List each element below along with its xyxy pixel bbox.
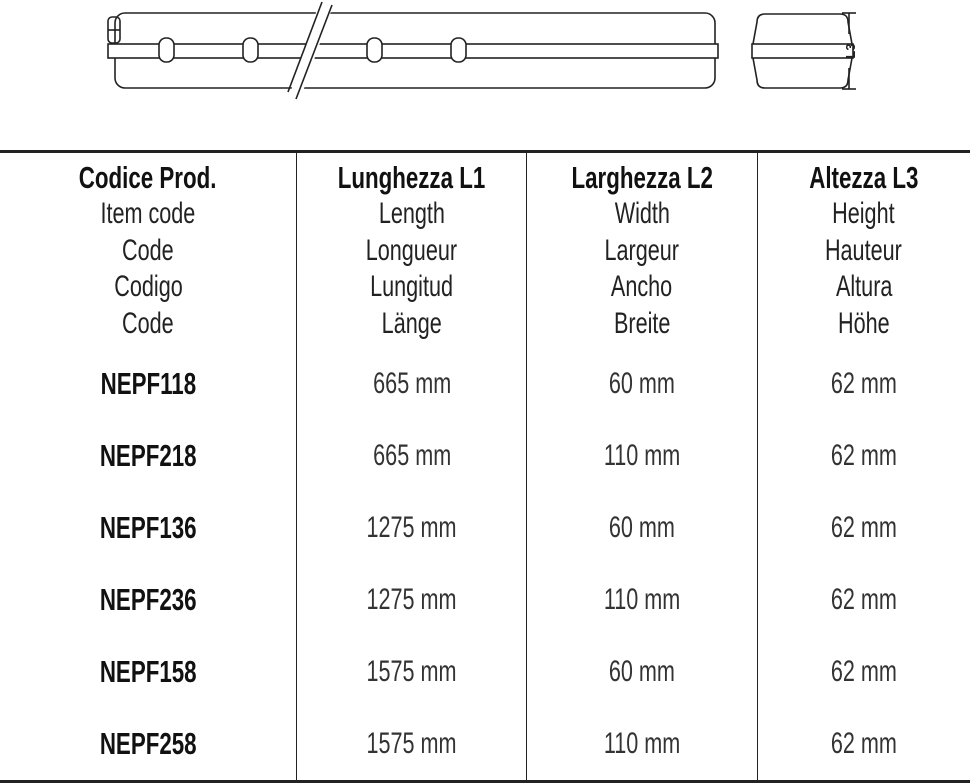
- length-value: 665 mm: [372, 439, 451, 472]
- cell-code: NEPF118: [0, 348, 296, 420]
- header-translation: Code: [122, 233, 174, 267]
- luminaire-technical-drawing: L3: [107, 0, 858, 100]
- cell-length: 665 mm: [296, 420, 526, 492]
- cell-code: NEPF218: [0, 420, 296, 492]
- header-translation: Lungitud: [370, 270, 454, 303]
- cell-length: 1275 mm: [296, 492, 526, 564]
- table-row: NEPF236 1275 mm 110 mm 62 mm: [0, 564, 970, 636]
- length-value: 1275 mm: [366, 583, 457, 616]
- cell-height: 62 mm: [756, 708, 970, 780]
- table-row: NEPF158 1575 mm 60 mm 62 mm: [0, 636, 970, 708]
- header-length: Lunghezza L1 Length Longueur Lungitud Länge: [296, 153, 526, 348]
- header-title: Altezza L3: [809, 160, 919, 195]
- header-translation: Height: [832, 197, 896, 230]
- cell-width: 60 mm: [526, 492, 756, 564]
- height-value: 62 mm: [830, 511, 897, 544]
- cell-width: 110 mm: [526, 708, 756, 780]
- width-value: 110 mm: [603, 439, 681, 472]
- dimensions-table: Codice Prod. Item code Code Codigo Code Lungh…: [0, 150, 970, 783]
- header-translation: Codigo: [113, 270, 183, 303]
- cell-height: 62 mm: [756, 348, 970, 420]
- table-row: NEPF258 1575 mm 110 mm 62 mm: [0, 708, 970, 780]
- header-translation: Höhe: [837, 306, 890, 340]
- header-translation: Largeur: [604, 233, 680, 267]
- code-value: NEPF136: [99, 510, 197, 545]
- cell-height: 62 mm: [756, 636, 970, 708]
- header-translation: Ancho: [611, 270, 673, 303]
- cell-width: 60 mm: [526, 348, 756, 420]
- length-value: 665 mm: [372, 367, 451, 400]
- width-value: 110 mm: [603, 727, 681, 760]
- header-code: Codice Prod. Item code Code Codigo Code: [0, 153, 296, 348]
- height-value: 62 mm: [830, 583, 897, 616]
- header-translation: Width: [614, 197, 670, 230]
- code-value: NEPF236: [99, 582, 197, 617]
- cell-width: 60 mm: [526, 636, 756, 708]
- height-value: 62 mm: [830, 439, 897, 472]
- cell-length: 1575 mm: [296, 636, 526, 708]
- header-title: Larghezza L2: [571, 160, 713, 195]
- height-value: 62 mm: [830, 727, 897, 760]
- length-value: 1575 mm: [366, 655, 457, 688]
- cell-height: 62 mm: [756, 564, 970, 636]
- header-height: Altezza L3 Height Hauteur Altura Höhe: [756, 153, 970, 348]
- width-value: 60 mm: [608, 655, 676, 688]
- header-title: Codice Prod.: [79, 160, 217, 195]
- table-row: NEPF218 665 mm 110 mm 62 mm: [0, 420, 970, 492]
- header-translation: Breite: [613, 306, 671, 340]
- header-translation: Item code: [100, 197, 196, 230]
- table-row: NEPF136 1275 mm 60 mm 62 mm: [0, 492, 970, 564]
- table-header-row: Codice Prod. Item code Code Codigo Code Lungh…: [0, 153, 970, 348]
- cell-code: NEPF236: [0, 564, 296, 636]
- code-value: NEPF118: [100, 366, 196, 401]
- code-value: NEPF158: [99, 654, 197, 689]
- header-width: Larghezza L2 Width Largeur Ancho Breite: [526, 153, 756, 348]
- header-translation: Hauteur: [825, 233, 903, 267]
- height-dimension-label: L3: [843, 43, 858, 58]
- height-value: 62 mm: [830, 367, 897, 400]
- cell-code: NEPF136: [0, 492, 296, 564]
- table-row: NEPF118 665 mm 60 mm 62 mm: [0, 348, 970, 420]
- luminaire-body-side: [752, 13, 853, 89]
- header-translation: Code: [122, 306, 174, 340]
- cell-height: 62 mm: [756, 420, 970, 492]
- cell-width: 110 mm: [526, 564, 756, 636]
- cell-height: 62 mm: [756, 492, 970, 564]
- cell-length: 1575 mm: [296, 708, 526, 780]
- cell-width: 110 mm: [526, 420, 756, 492]
- width-value: 60 mm: [608, 511, 676, 544]
- cell-length: 665 mm: [296, 348, 526, 420]
- break-line: [287, 1, 323, 93]
- width-value: 60 mm: [608, 367, 676, 400]
- header-translation: Länge: [381, 306, 442, 340]
- length-value: 1575 mm: [366, 727, 457, 760]
- code-value: NEPF258: [99, 726, 197, 761]
- cell-length: 1275 mm: [296, 564, 526, 636]
- cell-code: NEPF258: [0, 708, 296, 780]
- header-title: Lunghezza L1: [337, 160, 486, 195]
- height-value: 62 mm: [830, 655, 897, 688]
- width-value: 110 mm: [603, 583, 681, 616]
- length-value: 1275 mm: [366, 511, 457, 544]
- header-translation: Altura: [835, 270, 893, 303]
- header-translation: Length: [378, 197, 445, 230]
- cell-code: NEPF158: [0, 636, 296, 708]
- code-value: NEPF218: [99, 438, 197, 473]
- header-translation: Longueur: [366, 233, 458, 267]
